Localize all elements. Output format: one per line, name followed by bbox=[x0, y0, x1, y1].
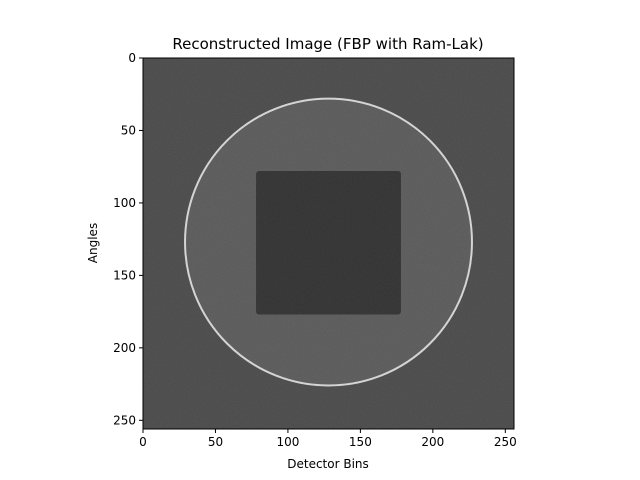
y-tick-label: 200 bbox=[113, 341, 136, 355]
x-tick-label: 250 bbox=[494, 435, 517, 449]
reconstruction-noise bbox=[143, 58, 514, 429]
axes-frame bbox=[142, 57, 515, 430]
y-tick-label: 50 bbox=[121, 123, 136, 137]
x-axis-label: Detector Bins bbox=[287, 457, 369, 471]
y-tick-label: 0 bbox=[128, 51, 136, 65]
x-tick-label: 150 bbox=[349, 435, 372, 449]
y-tick-label: 250 bbox=[113, 413, 136, 427]
x-tick-label: 200 bbox=[421, 435, 444, 449]
x-tick-label: 50 bbox=[208, 435, 223, 449]
x-axis-ticks: 0 50 100 150 200 250 bbox=[139, 429, 517, 449]
y-tick-label: 150 bbox=[113, 268, 136, 282]
y-axis-ticks: 0 50 100 150 200 250 bbox=[113, 51, 143, 427]
x-tick-label: 0 bbox=[139, 435, 147, 449]
reconstructed-image bbox=[143, 58, 514, 429]
chart-title: Reconstructed Image (FBP with Ram-Lak) bbox=[172, 35, 483, 53]
y-tick-label: 100 bbox=[113, 196, 136, 210]
y-axis-label: Angles bbox=[86, 223, 100, 263]
x-tick-label: 100 bbox=[276, 435, 299, 449]
